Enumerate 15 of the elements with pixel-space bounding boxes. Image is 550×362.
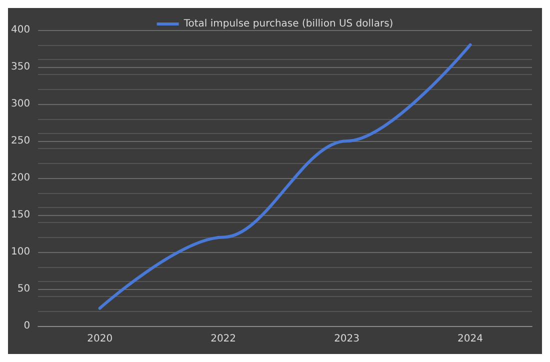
y-tick-label: 350 <box>10 62 30 72</box>
y-tick-label: 0 <box>24 320 30 332</box>
y-tick-label: 200 <box>10 172 30 184</box>
x-tick-label: 2024 <box>458 334 483 344</box>
x-tick-label: 2020 <box>87 334 113 344</box>
x-tick-label: 2023 <box>334 334 360 344</box>
y-tick-label: 250 <box>10 136 30 146</box>
y-tick-label: 300 <box>10 98 30 110</box>
x-tick-label: 2022 <box>210 334 236 344</box>
y-tick-label: 150 <box>10 210 30 220</box>
y-tick-label: 50 <box>17 284 30 294</box>
line-series <box>98 43 472 310</box>
y-tick-label: 400 <box>10 24 30 36</box>
legend-label: Total impulse purchase (billion US dollars) <box>182 18 394 30</box>
y-tick-label: 100 <box>10 246 30 258</box>
